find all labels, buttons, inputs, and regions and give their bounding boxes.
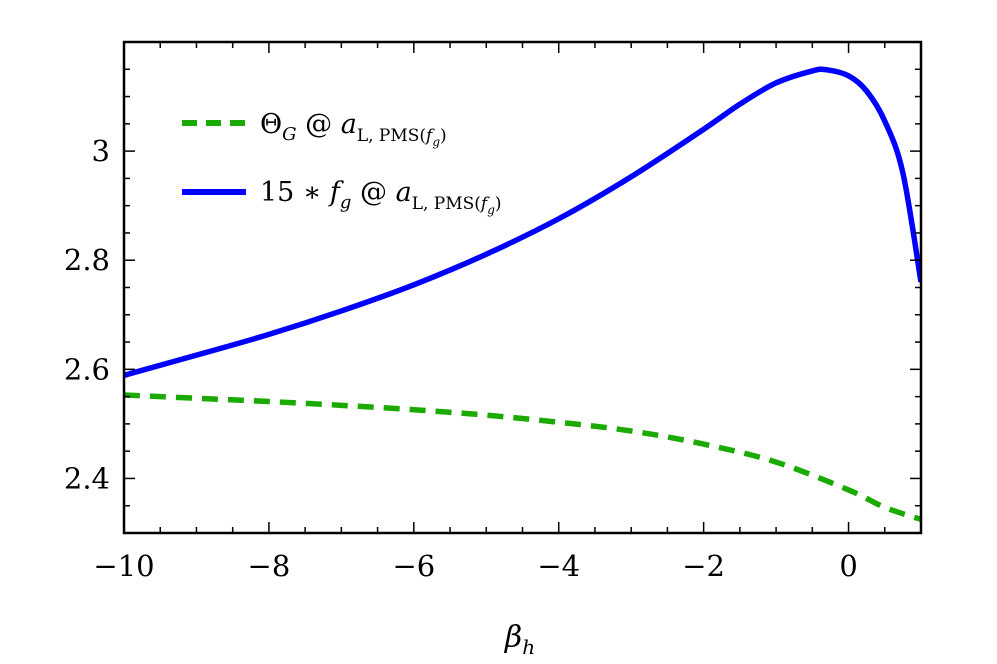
x-tick-label: −2: [682, 549, 725, 583]
y-tick-label: 2.8: [64, 243, 110, 277]
x-axis-title: βh: [504, 620, 535, 659]
legend-item-theta-g: ΘG @ aL, PMS(fg): [182, 109, 447, 149]
series-line-theta-g: [124, 392, 921, 522]
x-tick-labels: −10 −8 −6 −4 −2 0: [93, 549, 857, 583]
x-tick-label: 0: [839, 549, 857, 583]
y-tick-label: 3: [92, 134, 110, 168]
series-line-15-fg: [124, 66, 921, 378]
y-tick-labels: 2.4 2.6 2.8 3: [64, 134, 110, 495]
series-layer: [124, 66, 921, 522]
x-tick-label: −6: [392, 549, 435, 583]
legend-label-theta-g: ΘG @ aL, PMS(fg): [260, 109, 447, 149]
y-tick-label: 2.6: [64, 352, 110, 386]
plot-frame: [122, 40, 923, 535]
x-tick-label: −4: [537, 549, 580, 583]
legend-item-15-fg: 15 ∗ fg @ aL, PMS(fg): [182, 177, 502, 217]
legend: ΘG @ aL, PMS(fg) 15 ∗ fg @ aL, PMS(fg): [182, 109, 502, 217]
x-tick-label: −8: [248, 549, 291, 583]
ticks-layer: [123, 41, 922, 534]
x-tick-label: −10: [93, 549, 154, 583]
y-tick-label: 2.4: [64, 461, 110, 495]
legend-label-15-fg: 15 ∗ fg @ aL, PMS(fg): [260, 177, 502, 217]
